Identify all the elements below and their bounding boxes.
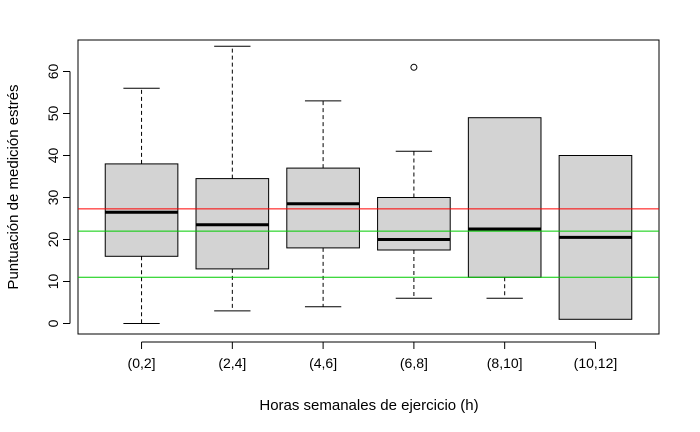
box-3 — [286, 100, 360, 308]
x-tick-label: (4,6] — [309, 355, 337, 371]
x-axis-title: Horas semanales de ejercicio (h) — [259, 397, 478, 414]
iqr-box — [467, 117, 542, 278]
y-tick-label: 20 — [45, 232, 61, 248]
outlier-point — [410, 63, 418, 71]
box-5 — [467, 117, 542, 299]
y-tick-label: 60 — [45, 64, 61, 80]
y-axis-title: Puntuación de medición estrés — [5, 84, 22, 289]
x-tick-label: (2,4] — [218, 355, 246, 371]
y-tick-label: 50 — [45, 106, 61, 122]
plot-frame — [77, 39, 660, 335]
boxes — [104, 45, 633, 324]
y-tick-label: 0 — [45, 319, 61, 327]
iqr-box — [377, 197, 451, 251]
box-6 — [558, 155, 633, 320]
box-2 — [195, 45, 270, 312]
iqr-box — [286, 167, 360, 249]
iqr-box — [104, 163, 179, 257]
y-tick-label: 30 — [45, 190, 61, 206]
box-1 — [104, 87, 179, 324]
box-4 — [377, 63, 451, 299]
x-tick-label: (6,8] — [400, 355, 428, 371]
x-tick-label: (8,10] — [487, 355, 523, 371]
x-axis: (0,2] (2,4] (4,6] (6,8] (8,10] (10,12] — [128, 341, 618, 371]
reference-lines — [78, 208, 659, 278]
y-tick-label: 40 — [45, 148, 61, 164]
y-axis: 0 10 20 30 40 50 60 — [45, 64, 71, 327]
y-tick-label: 10 — [45, 274, 61, 290]
x-tick-label: (0,2] — [128, 355, 156, 371]
x-tick-label: (10,12] — [574, 355, 618, 371]
